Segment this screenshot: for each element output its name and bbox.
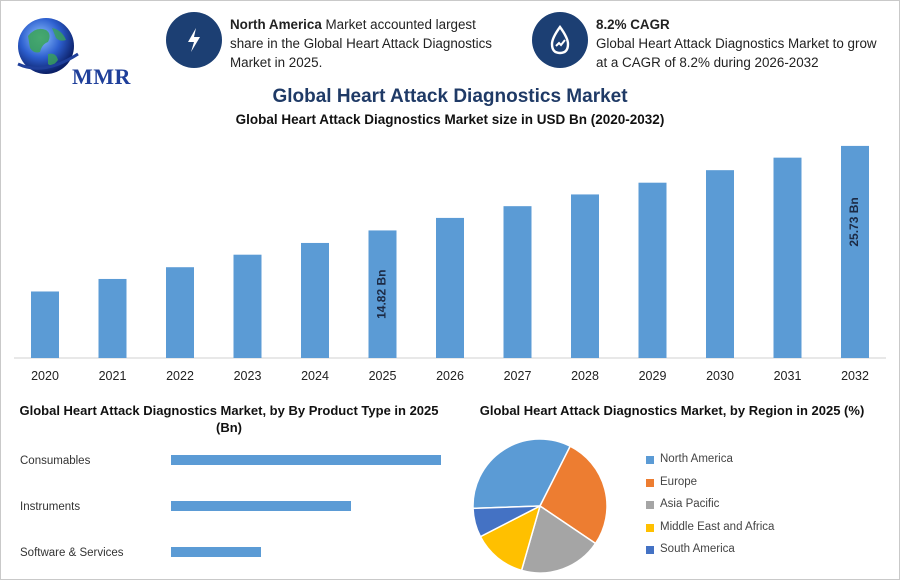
growth-drop-icon	[532, 12, 588, 68]
pie-slice-europe	[539, 445, 608, 545]
bar-2032	[841, 145, 869, 358]
legend-label: Asia Pacific	[660, 498, 720, 510]
page-title: Global Heart Attack Diagnostics Market	[272, 86, 628, 107]
bar-2024	[301, 242, 329, 358]
legend-label: North America	[660, 453, 733, 465]
data-label: 25.73 Bn	[847, 197, 861, 246]
x-tick-label: 2032	[841, 369, 869, 383]
info-card-north-america: North America Market accounted largest s…	[230, 15, 510, 72]
legend-label: Middle East and Africa	[660, 520, 775, 533]
bar-software-services	[171, 547, 261, 557]
bar-2031	[773, 157, 802, 358]
pie-slice-asia-pacific	[520, 504, 597, 574]
bar-2025	[368, 230, 397, 358]
bar-2029	[638, 182, 667, 358]
bar-2022	[166, 267, 194, 358]
x-tick-label: 2031	[774, 369, 802, 383]
x-tick-label: 2025	[369, 369, 397, 383]
x-tick-label: 2030	[706, 369, 734, 383]
bar-2028	[571, 194, 599, 358]
x-tick-label: 2024	[301, 369, 329, 383]
info-card-text: Market accounted largest share in the Gl…	[230, 17, 492, 70]
x-tick-label: 2021	[99, 369, 127, 383]
info-card-bold: 8.2% CAGR	[596, 17, 670, 32]
legend-swatch	[646, 523, 654, 532]
product-chart-title: Global Heart Attack Diagnostics Market, …	[19, 403, 439, 435]
pie-slice-south-america	[472, 505, 541, 538]
pie-slice-middle-east-and-africa	[479, 504, 542, 572]
legend-label: South America	[660, 543, 735, 555]
mmr-logo: MMR	[14, 14, 138, 89]
pie-slice-north-america	[472, 438, 572, 510]
legend-swatch	[646, 501, 654, 509]
x-tick-label: 2028	[571, 369, 599, 383]
bar-2020	[31, 291, 59, 358]
bar-2021	[98, 278, 127, 358]
category-label: Consumables	[20, 455, 91, 467]
x-tick-label: 2023	[234, 369, 262, 383]
x-tick-label: 2026	[436, 369, 464, 383]
data-label: 14.82 Bn	[375, 270, 389, 319]
x-tick-label: 2022	[166, 369, 194, 383]
category-label: Instruments	[20, 501, 80, 513]
info-card-text: Global Heart Attack Diagnostics Market t…	[596, 36, 877, 70]
info-card-cagr: 8.2% CAGR Global Heart Attack Diagnostics…	[596, 15, 881, 72]
bar-2027	[503, 206, 532, 358]
region-chart-title: Global Heart Attack Diagnostics Market, …	[479, 403, 865, 418]
bar-2023	[233, 254, 262, 358]
globe-icon	[17, 18, 79, 74]
product-type-bar-chart: Consumables Instruments Software & Service…	[20, 455, 441, 559]
category-label: Software & Services	[20, 547, 124, 559]
region-pie-chart	[472, 438, 608, 574]
bar-2030	[706, 170, 734, 358]
bar-instruments	[171, 501, 351, 511]
x-tick-label: 2027	[504, 369, 532, 383]
x-tick-label: 2029	[639, 369, 667, 383]
bar-2026	[436, 217, 464, 358]
x-tick-label: 2020	[31, 369, 59, 383]
market-size-bar-chart: 2020 2021 2022 2023 2024 2025 2026 2027 2028 2029…	[14, 145, 886, 383]
info-card-bold: North America	[230, 17, 322, 32]
chart-title: Global Heart Attack Diagnostics Market s…	[235, 112, 665, 127]
legend-swatch	[646, 478, 654, 487]
lightning-bolt-icon	[166, 12, 222, 68]
legend-swatch	[646, 456, 654, 464]
bar-consumables	[171, 455, 441, 465]
logo-text: MMR	[72, 64, 131, 89]
legend-label: Europe	[660, 475, 698, 488]
legend-swatch	[646, 546, 654, 554]
